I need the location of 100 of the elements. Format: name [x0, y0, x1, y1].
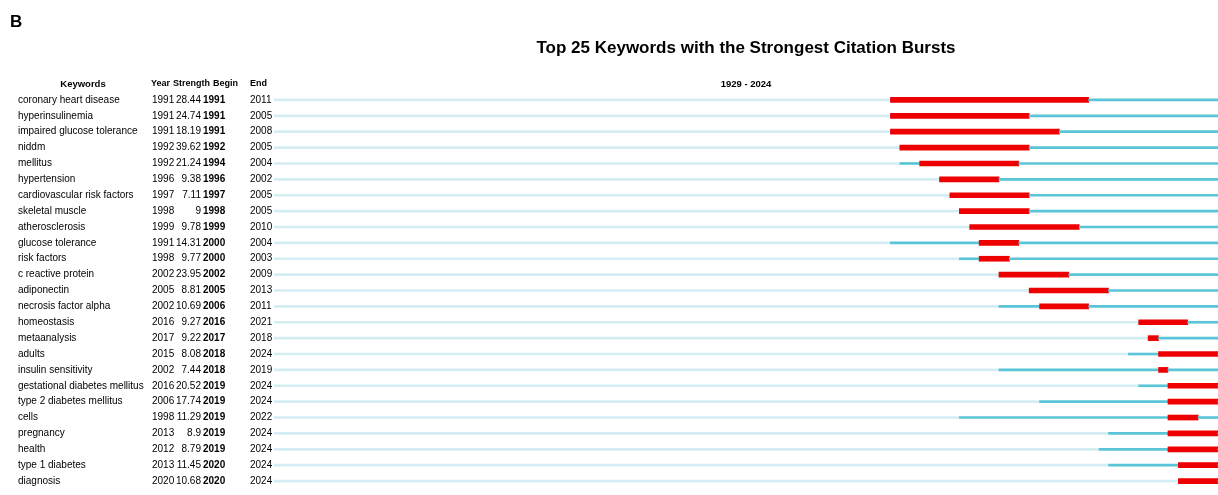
y-tick-label: impaired glucose tolerance — [18, 125, 138, 137]
bar — [1197, 416, 1218, 419]
text: Begin — [213, 78, 239, 89]
text: 11.45 — [176, 458, 202, 470]
text: 9.38 — [181, 173, 202, 185]
bar — [959, 208, 1030, 214]
text: 1991 — [152, 125, 175, 137]
y-tick-label: coronary heart disease — [18, 93, 121, 105]
bar — [274, 305, 1000, 308]
bar — [939, 176, 1000, 183]
bar — [1059, 130, 1218, 134]
bar — [274, 146, 901, 149]
text: 2002 — [152, 268, 175, 280]
text: 1991 — [152, 109, 175, 121]
text: 2005 — [250, 204, 273, 216]
bar — [959, 416, 1169, 419]
bar — [1108, 289, 1218, 292]
text: 2019 — [203, 379, 226, 391]
bar — [998, 305, 1040, 308]
bar — [1088, 305, 1218, 308]
text: 2019 — [203, 443, 226, 455]
bar — [274, 400, 1040, 403]
text: 1998 — [203, 204, 226, 216]
y-tick-label: type 1 diabetes — [18, 458, 86, 470]
text: 2016 — [152, 316, 175, 328]
text: 2012 — [152, 443, 175, 455]
bar — [1158, 367, 1169, 373]
bar — [1028, 146, 1218, 149]
text: 1998 — [152, 252, 175, 264]
text: 2016 — [152, 379, 175, 391]
text: 24.74 — [175, 109, 202, 121]
bar — [978, 240, 1020, 246]
text: 14.31 — [175, 236, 202, 248]
text: 2018 — [203, 363, 226, 375]
text: 2024 — [250, 458, 273, 470]
y-tick-label: diagnosis — [18, 474, 61, 486]
text: 2013 — [250, 284, 273, 296]
bar — [1068, 273, 1218, 276]
text: 2008 — [250, 125, 273, 137]
text: 1998 — [152, 204, 175, 216]
y-tick-label: pregnancy — [18, 427, 65, 439]
bar — [1158, 351, 1218, 357]
bar — [1028, 287, 1109, 294]
bar — [1138, 319, 1189, 326]
text: 20.52 — [175, 379, 202, 391]
text: 2020 — [203, 474, 226, 486]
y-tick-label: metaanalysis — [18, 331, 77, 343]
text: 2019 — [203, 395, 226, 407]
text: Year — [151, 78, 171, 89]
text: 2006 — [203, 300, 226, 312]
text: 28.44 — [175, 93, 202, 105]
text: 1999 — [152, 220, 175, 232]
text: 2006 — [152, 395, 175, 407]
text: 2002 — [203, 268, 226, 280]
text: 2017 — [152, 331, 175, 343]
text: 2005 — [250, 109, 273, 121]
bar — [1178, 462, 1218, 469]
bar — [899, 144, 1030, 151]
bar — [1187, 320, 1218, 324]
text: 17.74 — [175, 395, 202, 407]
y-tick-label: glucose tolerance — [18, 236, 97, 248]
text: 1992 — [152, 157, 175, 169]
y-tick-label: niddm — [18, 141, 46, 153]
bar — [998, 271, 1070, 278]
text: 1997 — [203, 188, 226, 200]
chart-title: Top 25 Keywords with the Strongest Citation Bursts — [536, 37, 956, 57]
text: 2013 — [152, 458, 175, 470]
bar — [1167, 398, 1218, 405]
text: 10.68 — [175, 474, 202, 486]
bar — [1147, 335, 1159, 341]
bar — [998, 178, 1218, 181]
bar — [274, 273, 1000, 276]
bar — [949, 192, 1030, 199]
y-tick-label: c reactive protein — [18, 268, 95, 280]
text: 1992 — [152, 141, 175, 153]
text: 2005 — [152, 284, 175, 296]
bar — [274, 193, 951, 197]
text: 2005 — [203, 284, 226, 296]
bar — [274, 114, 891, 118]
text: 9.27 — [181, 316, 202, 328]
y-tick-label: hypertension — [18, 173, 76, 185]
y-tick-label: cells — [18, 411, 39, 423]
text: 9 — [195, 204, 202, 216]
text: 2021 — [250, 316, 273, 328]
bar — [1009, 257, 1218, 261]
text: 2002 — [250, 173, 273, 185]
text: 9.78 — [181, 220, 202, 232]
text: 23.95 — [175, 268, 202, 280]
y-tick-label: adults — [18, 347, 45, 359]
text: 2019 — [203, 411, 226, 423]
bar — [1138, 384, 1169, 388]
text: 2020 — [152, 474, 175, 486]
y-tick-label: mellitus — [18, 157, 52, 169]
text: 7.11 — [182, 188, 202, 200]
text: 8.79 — [181, 443, 202, 455]
y-tick-label: atherosclerosis — [18, 220, 86, 232]
y-tick-label: insulin sensitivity — [18, 363, 93, 375]
y-tick-label: gestational diabetes mellitus — [18, 379, 144, 391]
text: 39.62 — [175, 141, 202, 153]
bar — [1167, 446, 1218, 453]
